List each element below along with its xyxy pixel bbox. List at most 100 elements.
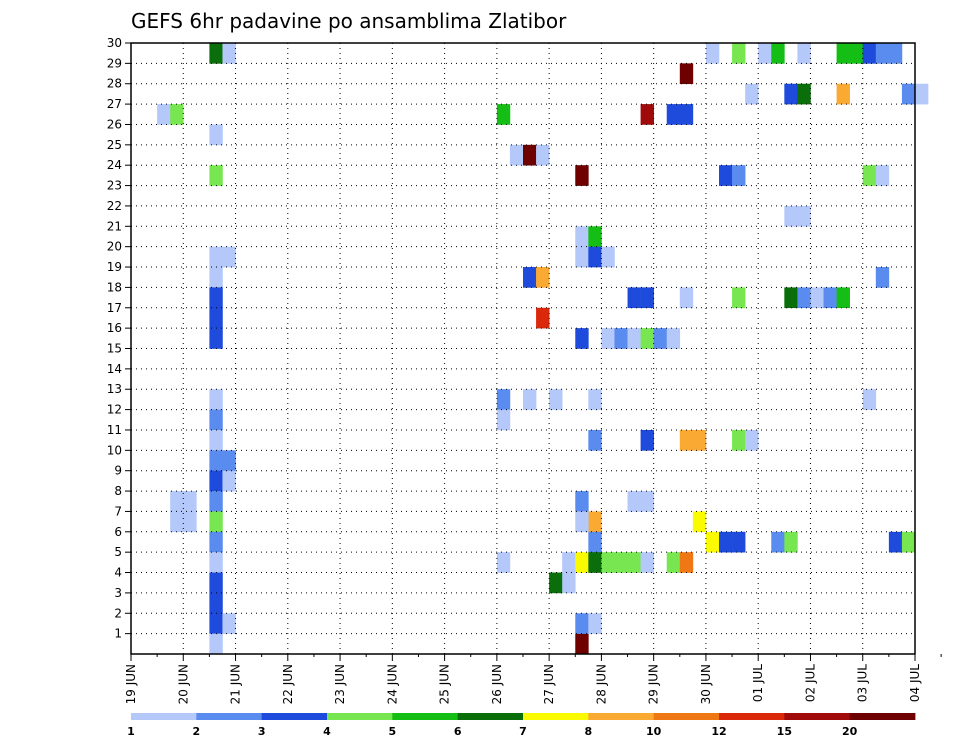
x-tick-label: 23 JUN [333, 664, 347, 704]
heatmap-cell [536, 307, 550, 329]
heatmap-cell [732, 429, 746, 451]
x-tick-label: 21 JUN [229, 664, 243, 704]
heatmap-cell [732, 531, 746, 553]
heatmap-cell [679, 104, 694, 125]
heatmap-cell [496, 389, 511, 410]
y-tick-label: 13 [107, 382, 122, 396]
y-tick-label: 21 [107, 219, 122, 233]
heatmap-cell [575, 511, 589, 533]
heatmap-cell [575, 491, 589, 512]
heatmap-cell [496, 104, 511, 125]
heatmap-cell [666, 328, 681, 349]
heatmap-cell [209, 165, 223, 186]
heatmap-cell [758, 43, 772, 64]
heatmap-cell [562, 552, 576, 573]
heatmap-cell [771, 531, 785, 553]
y-tick-label: 4 [114, 566, 122, 580]
colorbar-label: 12 [711, 725, 726, 738]
heatmap-cell [209, 491, 223, 512]
heatmap-cell [588, 226, 602, 247]
heatmap-cell [209, 287, 223, 309]
heatmap-cell [209, 246, 223, 268]
heatmap-cell [784, 83, 798, 105]
colorbar-label: 6 [454, 725, 462, 738]
heatmap-cell [209, 613, 223, 634]
colorbar-swatch [457, 713, 524, 720]
x-tick-label: 28 JUN [594, 664, 608, 704]
heatmap-cell [901, 531, 916, 553]
heatmap-cell [915, 83, 929, 105]
heatmap-cell [222, 613, 236, 634]
heatmap-cell [549, 572, 563, 594]
colorbar-label: 20 [842, 725, 858, 738]
y-tick-label: 1 [114, 627, 122, 641]
y-tick-label: 5 [114, 545, 122, 559]
heatmap-cell [157, 104, 171, 125]
heatmap-cell [209, 389, 223, 410]
heatmap-cell [627, 287, 641, 309]
chart-title: GEFS 6hr padavine po ansamblima Zlatibor [131, 9, 567, 33]
y-tick-label: 2 [114, 606, 122, 620]
heatmap-cell [692, 511, 707, 533]
y-tick-label: 26 [107, 117, 122, 131]
colorbar-swatch [392, 713, 459, 720]
colorbar-label: 5 [389, 725, 397, 738]
y-tick-label: 8 [114, 484, 122, 498]
heatmap-cell [640, 287, 654, 309]
colorbar-swatch [849, 713, 916, 720]
x-tick-label: 20 JUN [176, 664, 190, 704]
grid-lines [131, 42, 915, 654]
y-tick-label: 16 [107, 321, 122, 335]
x-tick-label: 01 JUL [751, 664, 765, 702]
heatmap-cell [496, 409, 511, 431]
x-tick-label: 27 JUN [542, 664, 556, 704]
heatmap-cell [679, 552, 694, 573]
colorbar-label: 1 [127, 725, 135, 738]
heatmap-cell [875, 165, 890, 186]
heatmap-cell [209, 470, 223, 492]
colorbar-label: 10 [646, 725, 662, 738]
heatmap-cell [627, 552, 641, 573]
heatmap-cell [745, 83, 759, 105]
y-tick-label: 19 [107, 260, 122, 274]
heatmap-cell [640, 104, 654, 125]
heatmap-cell [209, 531, 223, 553]
y-tick-label: 6 [114, 525, 122, 539]
heatmap-cell [588, 613, 602, 634]
heatmap-cells [157, 43, 929, 655]
heatmap-cell [549, 389, 563, 410]
heatmap-cell [666, 552, 681, 573]
y-tick-label: 12 [107, 403, 122, 417]
colorbar-swatch [131, 713, 197, 720]
heatmap-cell [705, 531, 720, 553]
heatmap-cell [601, 246, 615, 268]
x-tick-label: 25 JUN [438, 664, 452, 704]
colorbar-label: 8 [585, 725, 593, 738]
heatmap-cell [209, 633, 223, 655]
heatmap-cell [719, 165, 733, 186]
colorbar-label: 7 [519, 725, 527, 738]
heatmap-cell [666, 104, 681, 125]
heatmap-cell [679, 287, 694, 309]
colorbar-swatch [327, 713, 393, 720]
colorbar-label: 15 [777, 725, 792, 738]
heatmap-cell [888, 43, 903, 64]
colorbar-legend: 1 2 3 4 5 6 7 8 10 12 15 20 [127, 713, 916, 738]
heatmap-cell [875, 43, 890, 64]
plot-frame [130, 42, 916, 655]
heatmap-cell [575, 633, 589, 655]
x-tick-label: 03 JUL [856, 664, 870, 702]
heatmap-cell [222, 450, 236, 471]
heatmap-cell [797, 205, 811, 227]
heatmap-cell [588, 389, 602, 410]
heatmap-cell [183, 491, 197, 512]
colorbar-label: 3 [258, 725, 266, 738]
heatmap-cell [601, 328, 615, 349]
heatmap-cell [640, 328, 654, 349]
heatmap-cell [640, 429, 654, 451]
heatmap-cell [536, 267, 550, 288]
heatmap-cell [209, 124, 223, 146]
heatmap-cell [836, 83, 850, 105]
heatmap-cell [209, 592, 223, 614]
